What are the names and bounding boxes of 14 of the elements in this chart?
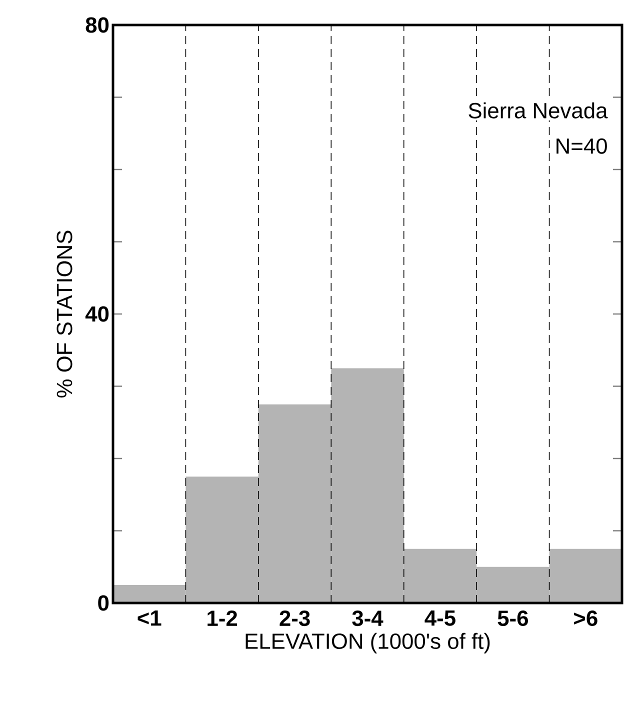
annotation: N=40 [556,138,607,154]
x-tick-label: 5-6 [498,610,528,626]
x-axis-title: ELEVATION (1000's of ft) [246,632,490,654]
x-tick-label: 2-3 [280,610,310,626]
x-tick-label: <1 [138,610,162,626]
x-tick-label: >6 [574,610,598,626]
annotation: Sierra Nevada [468,102,608,118]
x-tick-label: 3-4 [352,610,384,626]
y-axis-title: % OF STATIONS [56,230,72,398]
x-tick-label: 4-5 [424,610,456,626]
y-tick-label: 40 [85,306,109,322]
x-tick-label: 1-2 [208,610,238,626]
y-tick-label: 0 [98,595,109,611]
y-tick-label: 80 [86,17,109,33]
